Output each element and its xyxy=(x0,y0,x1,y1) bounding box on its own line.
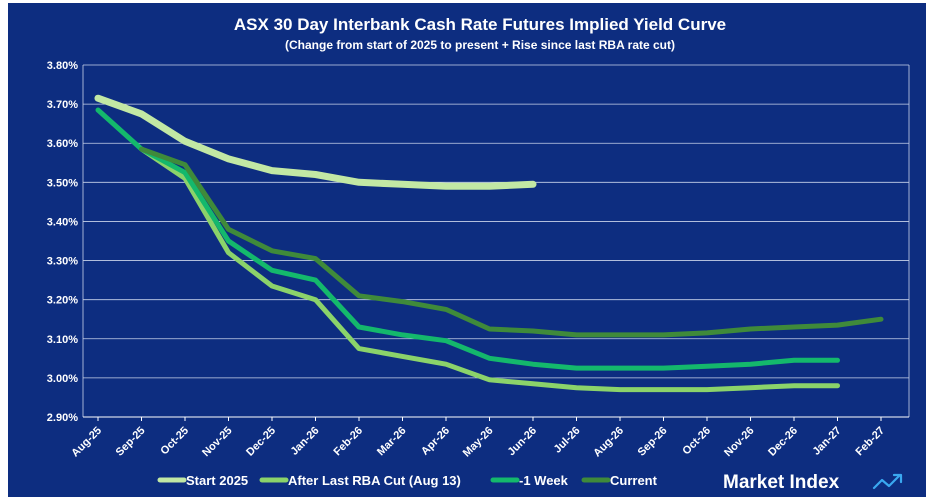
legend-item: Current xyxy=(581,473,658,488)
x-tick-label: Feb-26 xyxy=(332,425,366,459)
y-tick-label: 3.50% xyxy=(47,177,78,189)
legend-item: Start 2025 xyxy=(157,473,248,488)
y-tick-label: 3.60% xyxy=(47,138,78,150)
x-tick-label: Jan-26 xyxy=(288,425,321,458)
y-tick-label: 3.70% xyxy=(47,99,78,111)
x-tick-label: Jan-27 xyxy=(810,425,843,458)
x-tick-label: May-26 xyxy=(461,425,496,460)
x-tick-label: Oct-25 xyxy=(158,425,191,458)
x-tick-label: Nov-25 xyxy=(200,425,234,459)
x-tick-label: Oct-26 xyxy=(680,425,713,458)
series-line-current xyxy=(139,146,884,338)
series-line-after-last-rba-cut-aug-13 xyxy=(139,146,840,393)
x-tick-label: Sep-25 xyxy=(114,425,148,459)
brand-name: Market Index xyxy=(723,472,840,493)
legend-label: Start 2025 xyxy=(186,473,248,488)
x-tick-label: Mar-26 xyxy=(375,425,409,459)
x-tick-label: Jul-26 xyxy=(552,425,583,456)
y-tick-label: 3.30% xyxy=(47,256,78,268)
y-tick-label: 3.20% xyxy=(47,295,78,307)
legend-item: After Last RBA Cut (Aug 13) xyxy=(259,473,461,488)
chart-subtitle: (Change from start of 2025 to present + … xyxy=(285,38,675,52)
y-tick-label: 3.10% xyxy=(47,334,78,346)
x-tick-label: Aug-26 xyxy=(591,425,626,460)
series-line-start-2025 xyxy=(94,94,537,190)
x-tick-label: Aug-25 xyxy=(69,425,104,460)
chart-panel xyxy=(8,3,926,497)
x-tick-label: Sep-26 xyxy=(636,425,670,459)
chart-title: ASX 30 Day Interbank Cash Rate Futures I… xyxy=(234,15,726,34)
legend-label: -1 Week xyxy=(519,473,569,488)
grid xyxy=(82,64,910,418)
axes: 3.80% 3.70% 3.60% 3.50% 3.40% 3.30% 3.20% 3.10%… xyxy=(47,60,887,459)
x-tick-label: Dec-25 xyxy=(244,425,278,459)
legend-label: Current xyxy=(610,473,658,488)
series-line-1-week xyxy=(95,107,840,371)
y-tick-label: 3.00% xyxy=(47,373,78,385)
x-tick-label: Feb-27 xyxy=(854,425,888,459)
brand-logo: Market Index xyxy=(723,472,903,493)
legend: Start 2025 After Last RBA Cut (Aug 13) -1 … xyxy=(157,473,658,488)
y-tick-label: 3.40% xyxy=(47,216,78,228)
trend-arrow-icon xyxy=(872,473,903,490)
y-tick-label: 3.80% xyxy=(47,60,78,72)
x-tick-label: Jun-26 xyxy=(506,425,540,459)
legend-label: After Last RBA Cut (Aug 13) xyxy=(288,473,461,488)
y-tick-label: 2.90% xyxy=(47,412,78,424)
x-tick-label: Nov-26 xyxy=(722,425,756,459)
series-lines xyxy=(94,94,884,393)
x-tick-label: Dec-26 xyxy=(766,425,800,459)
legend-item: -1 Week xyxy=(490,473,569,488)
x-tick-label: Apr-26 xyxy=(419,425,452,458)
